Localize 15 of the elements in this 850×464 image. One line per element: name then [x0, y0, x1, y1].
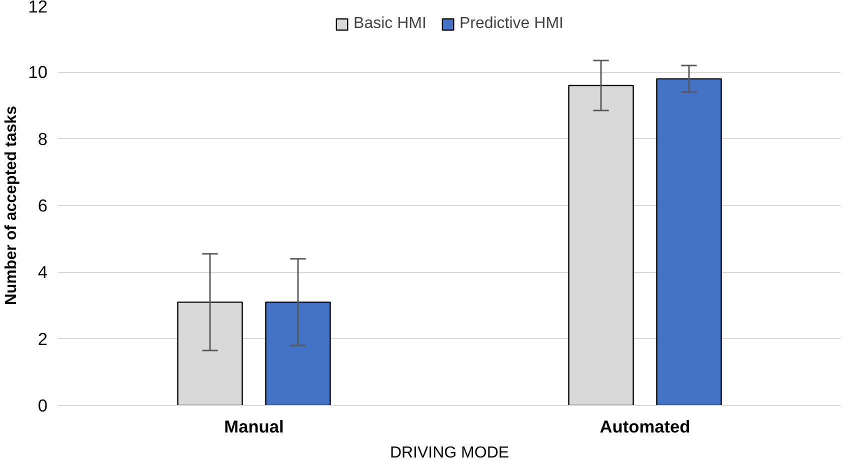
y-tick-label: 4	[38, 262, 48, 282]
legend-label: Predictive HMI	[459, 15, 564, 33]
y-tick-label: 0	[38, 396, 48, 416]
y-axis-title: Number of accepted tasks	[3, 106, 20, 306]
y-tick-label: 8	[38, 128, 48, 149]
x-axis-title: DRIVING MODE	[390, 444, 510, 462]
x-tick-label: Manual	[224, 416, 284, 436]
y-tick-label: 10	[28, 62, 48, 82]
bar	[656, 78, 722, 406]
legend-label: Basic HMI	[354, 15, 426, 33]
x-tick-label: Automated	[600, 416, 690, 436]
y-tick-label: 2	[38, 328, 48, 349]
y-tick-label: 6	[38, 196, 48, 216]
bar	[265, 302, 331, 406]
y-tick-label: 12	[28, 0, 48, 16]
